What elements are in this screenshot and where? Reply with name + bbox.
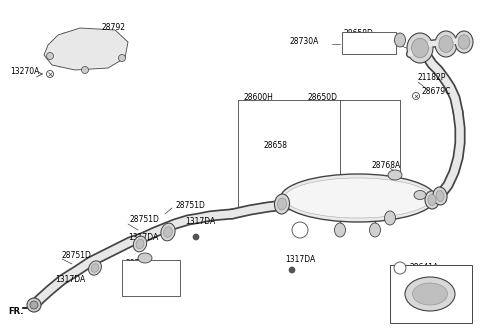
Ellipse shape: [89, 261, 101, 275]
Circle shape: [292, 222, 308, 238]
Text: a: a: [398, 265, 402, 271]
Ellipse shape: [136, 239, 144, 249]
Ellipse shape: [133, 236, 147, 252]
Ellipse shape: [370, 223, 381, 237]
Text: 28768: 28768: [125, 259, 149, 269]
Ellipse shape: [433, 187, 447, 205]
Text: 28792: 28792: [102, 24, 126, 32]
Circle shape: [394, 262, 406, 274]
Ellipse shape: [411, 38, 429, 58]
Polygon shape: [44, 28, 128, 70]
Ellipse shape: [91, 264, 99, 272]
Ellipse shape: [439, 35, 453, 52]
Ellipse shape: [407, 33, 433, 63]
Text: 28600H: 28600H: [244, 92, 274, 101]
Circle shape: [193, 234, 199, 240]
Ellipse shape: [164, 227, 172, 237]
Ellipse shape: [138, 253, 152, 263]
Ellipse shape: [280, 174, 435, 222]
Ellipse shape: [395, 33, 406, 47]
Text: 28650D: 28650D: [308, 92, 338, 101]
Ellipse shape: [384, 211, 396, 225]
Text: 21182P: 21182P: [418, 73, 446, 83]
Ellipse shape: [455, 31, 473, 53]
Text: 28751D: 28751D: [130, 215, 160, 224]
Text: 1317DA: 1317DA: [128, 234, 158, 242]
Ellipse shape: [277, 198, 287, 210]
Text: 28658: 28658: [264, 140, 288, 150]
Text: 28761A: 28761A: [344, 39, 373, 49]
Circle shape: [82, 67, 88, 73]
Text: 28679C: 28679C: [422, 88, 451, 96]
Bar: [342, 32, 396, 54]
Text: 28730A: 28730A: [290, 37, 319, 47]
Text: 28768A: 28768A: [372, 160, 401, 170]
Ellipse shape: [388, 170, 402, 180]
Text: a: a: [298, 228, 302, 233]
Ellipse shape: [405, 277, 455, 311]
Text: 28611C: 28611C: [125, 275, 154, 283]
Circle shape: [289, 267, 295, 273]
Circle shape: [412, 92, 420, 99]
Bar: [122, 260, 180, 296]
Bar: [390, 265, 472, 323]
Text: 1317DA: 1317DA: [55, 276, 85, 284]
Text: 28751D: 28751D: [175, 200, 205, 210]
Ellipse shape: [30, 301, 38, 309]
Circle shape: [47, 71, 53, 77]
Ellipse shape: [161, 223, 175, 241]
Text: 1317DA: 1317DA: [285, 256, 315, 264]
Text: 13270A: 13270A: [10, 68, 39, 76]
Text: 28751D: 28751D: [62, 251, 92, 259]
Ellipse shape: [435, 31, 457, 57]
Text: FR.: FR.: [8, 306, 24, 316]
Ellipse shape: [428, 195, 436, 205]
Text: 1317DA: 1317DA: [185, 217, 215, 227]
Ellipse shape: [275, 194, 289, 214]
Text: 28641A: 28641A: [410, 263, 439, 273]
Ellipse shape: [436, 191, 444, 201]
Text: 28658D: 28658D: [344, 30, 374, 38]
Ellipse shape: [425, 191, 439, 209]
Ellipse shape: [27, 298, 41, 312]
Ellipse shape: [412, 283, 447, 305]
Ellipse shape: [414, 191, 426, 199]
Circle shape: [47, 52, 53, 59]
Ellipse shape: [335, 223, 346, 237]
Circle shape: [119, 54, 125, 62]
Ellipse shape: [285, 178, 432, 218]
Ellipse shape: [458, 35, 470, 49]
